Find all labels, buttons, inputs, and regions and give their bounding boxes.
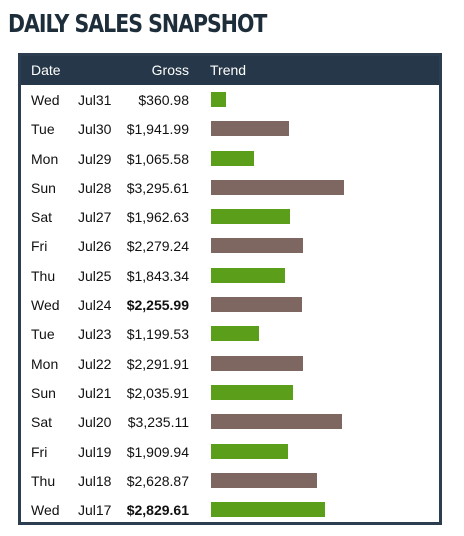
table-body: Wed Jul31 $360.98 Tue Jul30 $1,941.99 Mon Jul29… — [21, 85, 439, 524]
trend-bar — [211, 238, 303, 254]
row-gross: $2,628.87 — [126, 472, 189, 489]
table-row: Mon Jul29 $1,065.58 — [21, 144, 439, 173]
row-gross: $3,235.11 — [127, 414, 189, 431]
row-day: Thu — [31, 267, 56, 284]
table-row: Sat Jul20 $3,235.11 — [21, 407, 439, 436]
row-gross: $3,295.61 — [126, 179, 189, 196]
row-date: Jul19 — [78, 443, 112, 460]
row-day: Mon — [31, 150, 59, 167]
trend-bar — [211, 209, 290, 225]
table-row: Sun Jul28 $3,295.61 — [21, 173, 439, 202]
row-date: Jul18 — [78, 472, 112, 489]
table-row: Fri Jul19 $1,909.94 — [21, 437, 439, 466]
row-gross: $2,035.91 — [126, 384, 189, 401]
row-gross: $1,909.94 — [126, 443, 189, 460]
table-row: Sat Jul27 $1,962.63 — [21, 202, 439, 231]
row-date: Jul30 — [78, 121, 112, 138]
row-day: Fri — [31, 443, 48, 460]
row-gross: $360.98 — [138, 92, 189, 108]
row-day: Thu — [31, 472, 56, 489]
row-gross: $2,829.61 — [126, 502, 189, 519]
row-day: Sat — [31, 414, 53, 431]
table-row: Thu Jul18 $2,628.87 — [21, 466, 439, 495]
row-date: Jul31 — [78, 92, 112, 108]
row-gross: $2,279.24 — [126, 238, 189, 255]
trend-bar — [211, 414, 342, 430]
trend-bar — [211, 121, 289, 137]
row-date: Jul21 — [78, 384, 112, 401]
trend-bar — [211, 92, 226, 107]
table-row: Thu Jul25 $1,843.34 — [21, 261, 439, 290]
trend-bar — [211, 502, 325, 518]
row-gross: $1,962.63 — [126, 209, 189, 226]
row-gross: $1,065.58 — [126, 150, 189, 167]
row-gross: $1,941.99 — [126, 121, 189, 138]
row-date: Jul29 — [78, 150, 112, 167]
trend-bar — [211, 472, 317, 488]
row-day: Mon — [31, 355, 59, 372]
row-day: Wed — [31, 297, 60, 314]
trend-bar — [211, 267, 285, 283]
table-row: Wed Jul24 $2,255.99 — [21, 290, 439, 319]
table-row: Wed Jul17 $2,829.61 — [21, 495, 439, 524]
trend-bar — [211, 179, 344, 195]
table-row: Sun Jul21 $2,035.91 — [21, 378, 439, 407]
sales-table: Date Gross Trend Wed Jul31 $360.98 Tue Jul30… — [18, 53, 442, 525]
table-header: Date Gross Trend — [21, 56, 439, 85]
row-gross: $1,843.34 — [126, 267, 189, 284]
row-gross: $1,199.53 — [126, 326, 189, 343]
row-gross: $2,291.91 — [126, 355, 189, 372]
table-row: Tue Jul30 $1,941.99 — [21, 114, 439, 143]
trend-bar — [211, 326, 259, 342]
row-date: Jul24 — [78, 297, 112, 314]
column-header-date: Date — [31, 62, 61, 78]
row-date: Jul25 — [78, 267, 112, 284]
trend-bar — [211, 443, 288, 459]
row-date: Jul22 — [78, 355, 112, 372]
row-day: Wed — [31, 92, 60, 108]
row-day: Sun — [31, 179, 56, 196]
row-day: Sun — [31, 384, 56, 401]
table-row: Wed Jul31 $360.98 — [21, 85, 439, 114]
row-date: Jul26 — [78, 238, 112, 255]
table-row: Mon Jul22 $2,291.91 — [21, 349, 439, 378]
page-title: DAILY SALES SNAPSHOT — [8, 9, 267, 38]
table-row: Tue Jul23 $1,199.53 — [21, 319, 439, 348]
trend-bar — [211, 355, 303, 371]
trend-bar — [211, 150, 254, 166]
row-gross: $2,255.99 — [126, 297, 189, 314]
trend-bar — [211, 384, 293, 400]
row-day: Tue — [31, 121, 55, 138]
row-date: Jul17 — [78, 502, 112, 519]
row-date: Jul23 — [78, 326, 112, 343]
trend-bar — [211, 297, 302, 313]
row-date: Jul20 — [78, 414, 112, 431]
row-date: Jul28 — [78, 179, 112, 196]
row-day: Tue — [31, 326, 55, 343]
row-day: Fri — [31, 238, 48, 255]
column-header-trend: Trend — [210, 62, 247, 78]
row-date: Jul27 — [78, 209, 112, 226]
row-day: Sat — [31, 209, 53, 226]
row-day: Wed — [31, 502, 60, 519]
table-row: Fri Jul26 $2,279.24 — [21, 231, 439, 260]
column-header-gross: Gross — [151, 62, 189, 78]
